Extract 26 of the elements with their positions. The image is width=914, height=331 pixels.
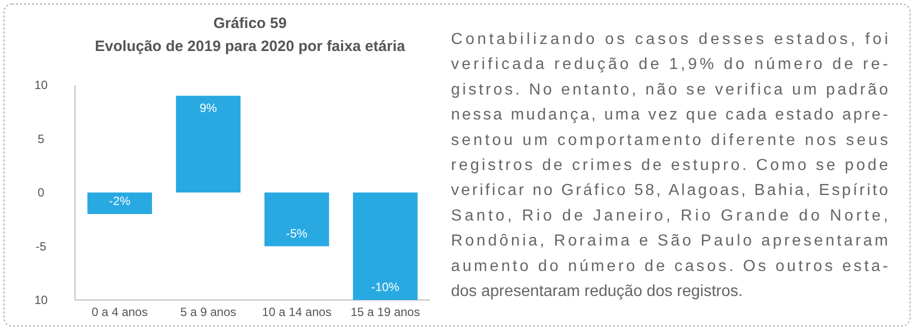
data-label: -2% — [109, 194, 131, 208]
chart-title: Gráfico 59 — [213, 15, 287, 32]
x-tick-label: 5 a 9 anos — [180, 305, 236, 319]
text: verificada redução de 1,9% do número de re- — [451, 56, 888, 74]
text: Santo, Rio de Janeiro, Rio Grande do Norte, — [451, 207, 888, 224]
text: gistros. No entanto, não se verifica um padrão — [451, 81, 888, 98]
text: registros de crimes de estupro. Como se pode — [451, 157, 888, 174]
text: verificar no Gráfico 58, Alagoas, Bahia, Espírito — [451, 182, 888, 200]
data-label: -5% — [286, 226, 308, 240]
text: Contabilizando os casos desses estados, foi — [451, 31, 888, 48]
text: dos apresentaram redução dos registros. — [451, 283, 743, 300]
x-tick-label: 0 a 4 anos — [92, 305, 148, 319]
text: nessa mudança, uma vez que cada estado apre- — [451, 106, 888, 124]
text: aumento do número de casos. Os outros esta- — [451, 258, 888, 275]
y-tick-label: -5 — [36, 239, 47, 254]
y-tick-label: 5 — [38, 132, 45, 146]
text: sentou um comportamento diferente nos seus — [451, 132, 888, 149]
x-tick-label: 10 a 14 anos — [262, 305, 332, 319]
text: Rondônia, Roraima e São Paulo apresentaram — [451, 232, 888, 250]
data-label: -10% — [371, 280, 400, 294]
x-tick-label: 15 a 19 anos — [350, 305, 420, 319]
chart-subtitle: Evolução de 2019 para 2020 por faixa etária — [94, 38, 406, 55]
y-tick-label: 10 — [34, 293, 48, 308]
y-tick-label: 10 — [34, 78, 48, 92]
y-tick-label: 0 — [38, 186, 45, 200]
data-label: 9% — [200, 100, 218, 115]
